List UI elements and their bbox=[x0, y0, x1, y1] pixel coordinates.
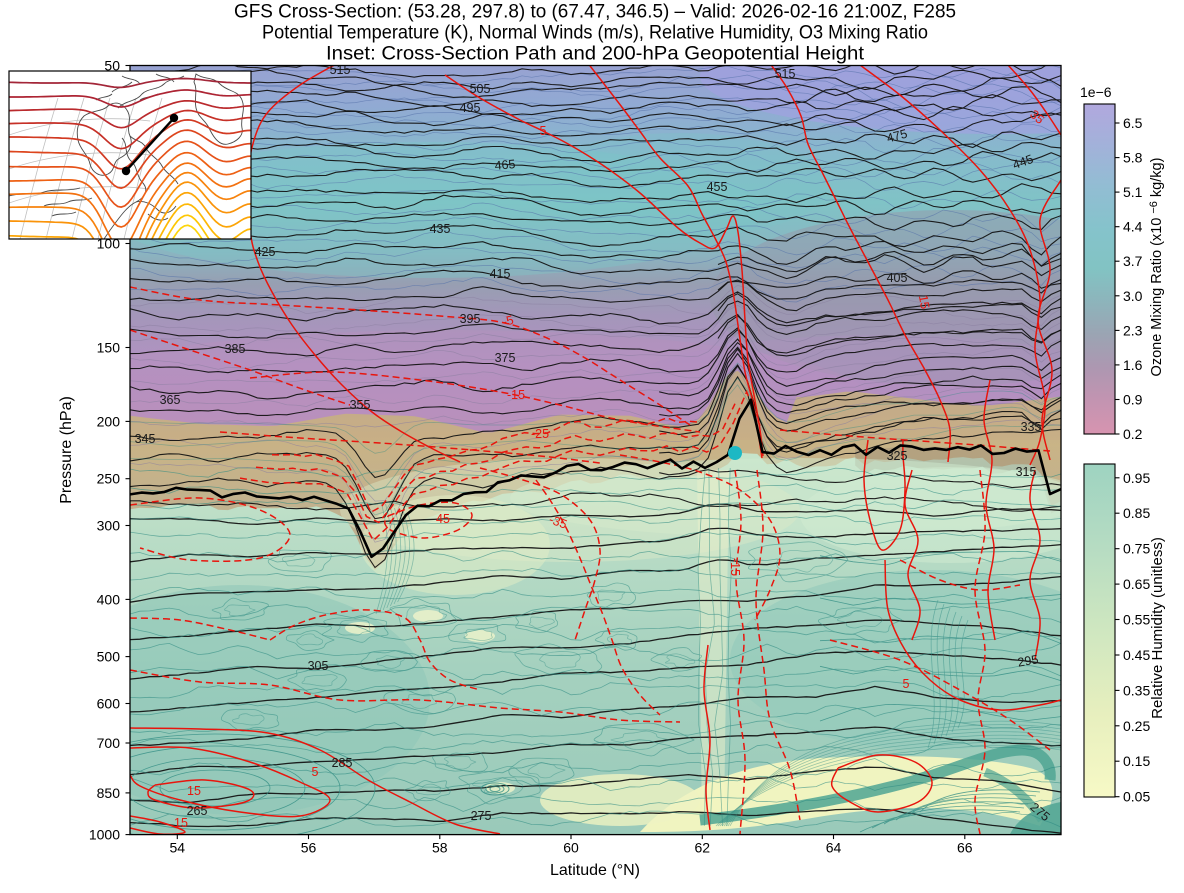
svg-text:66: 66 bbox=[957, 840, 973, 856]
svg-text:150: 150 bbox=[97, 340, 121, 356]
svg-text:445: 445 bbox=[1011, 152, 1035, 172]
svg-text:15: 15 bbox=[916, 294, 932, 310]
svg-text:3.7: 3.7 bbox=[1123, 253, 1143, 269]
svg-text:5: 5 bbox=[540, 124, 547, 138]
svg-text:495: 495 bbox=[460, 101, 481, 115]
svg-text:250: 250 bbox=[97, 471, 121, 487]
svg-text:300: 300 bbox=[97, 518, 121, 534]
svg-text:GFS Cross-Section: (53.28, 297: GFS Cross-Section: (53.28, 297.8) to (67… bbox=[234, 2, 956, 23]
svg-text:3.0: 3.0 bbox=[1123, 288, 1143, 304]
svg-text:850: 850 bbox=[97, 785, 121, 801]
svg-text:435: 435 bbox=[430, 222, 451, 236]
svg-text:700: 700 bbox=[97, 735, 121, 751]
svg-text:515: 515 bbox=[775, 67, 796, 81]
svg-text:60: 60 bbox=[563, 840, 579, 856]
svg-text:0.15: 0.15 bbox=[1123, 753, 1150, 769]
svg-text:285: 285 bbox=[332, 756, 353, 770]
svg-text:0.35: 0.35 bbox=[1123, 682, 1150, 698]
svg-text:0.2: 0.2 bbox=[1123, 426, 1143, 442]
svg-text:345: 345 bbox=[135, 432, 156, 446]
svg-text:275: 275 bbox=[471, 809, 492, 823]
svg-text:0.25: 0.25 bbox=[1123, 718, 1150, 734]
svg-text:0.45: 0.45 bbox=[1123, 647, 1150, 663]
svg-text:15: 15 bbox=[187, 784, 201, 798]
svg-text:1e−6: 1e−6 bbox=[1080, 84, 1112, 100]
svg-text:5.8: 5.8 bbox=[1123, 150, 1143, 166]
svg-text:64: 64 bbox=[826, 840, 842, 856]
svg-text:0.75: 0.75 bbox=[1123, 541, 1150, 557]
svg-text:6.5: 6.5 bbox=[1123, 115, 1143, 131]
svg-text:465: 465 bbox=[494, 157, 516, 173]
svg-text:Inset: Cross-Section Path and: Inset: Cross-Section Path and 200-hPa Ge… bbox=[326, 44, 865, 65]
svg-text:4.4: 4.4 bbox=[1123, 219, 1143, 235]
svg-text:Pressure (hPa): Pressure (hPa) bbox=[58, 396, 75, 504]
svg-text:Ozone Mixing Ratio (x10 −6 kg/: Ozone Mixing Ratio (x10 −6 kg/kg) bbox=[1148, 158, 1165, 377]
svg-text:0.05: 0.05 bbox=[1123, 789, 1150, 805]
svg-text:325: 325 bbox=[887, 449, 908, 463]
svg-text:62: 62 bbox=[695, 840, 711, 856]
svg-text:1000: 1000 bbox=[89, 827, 120, 843]
svg-text:355: 355 bbox=[350, 398, 371, 412]
svg-text:385: 385 bbox=[225, 342, 246, 356]
svg-text:425: 425 bbox=[255, 245, 276, 259]
svg-text:395: 395 bbox=[460, 312, 481, 326]
svg-text:5.1: 5.1 bbox=[1123, 184, 1143, 200]
svg-text:2.3: 2.3 bbox=[1123, 322, 1143, 338]
svg-text:375: 375 bbox=[495, 351, 516, 365]
svg-text:Relative Humidity (unitless): Relative Humidity (unitless) bbox=[1149, 537, 1166, 719]
svg-text:265: 265 bbox=[187, 804, 208, 818]
svg-text:200: 200 bbox=[97, 413, 121, 429]
svg-text:-5: -5 bbox=[501, 313, 515, 329]
svg-text:455: 455 bbox=[707, 180, 728, 194]
svg-text:1.6: 1.6 bbox=[1123, 357, 1143, 373]
svg-text:56: 56 bbox=[301, 840, 317, 856]
svg-text:5: 5 bbox=[312, 765, 319, 779]
svg-text:Latitude (°N): Latitude (°N) bbox=[550, 862, 640, 879]
svg-text:0.65: 0.65 bbox=[1123, 576, 1150, 592]
svg-text:505: 505 bbox=[470, 82, 491, 96]
svg-text:500: 500 bbox=[97, 649, 121, 665]
svg-text:15: 15 bbox=[174, 816, 188, 830]
svg-text:600: 600 bbox=[97, 696, 121, 712]
svg-text:515: 515 bbox=[330, 63, 351, 77]
svg-text:50: 50 bbox=[104, 58, 120, 74]
svg-text:335: 335 bbox=[1021, 420, 1042, 434]
svg-text:54: 54 bbox=[170, 840, 186, 856]
svg-text:365: 365 bbox=[160, 393, 181, 407]
svg-text:-25: -25 bbox=[531, 427, 549, 441]
svg-text:315: 315 bbox=[1016, 465, 1037, 479]
svg-text:0.95: 0.95 bbox=[1123, 470, 1150, 486]
svg-text:305: 305 bbox=[308, 659, 329, 673]
svg-text:0.9: 0.9 bbox=[1123, 392, 1143, 408]
svg-text:-15: -15 bbox=[507, 388, 525, 402]
svg-text:415: 415 bbox=[490, 267, 511, 281]
svg-text:0.55: 0.55 bbox=[1123, 612, 1150, 628]
svg-text:5: 5 bbox=[903, 677, 910, 691]
svg-text:Potential Temperature (K), Nor: Potential Temperature (K), Normal Winds … bbox=[262, 23, 928, 44]
svg-text:58: 58 bbox=[432, 840, 448, 856]
svg-text:0.85: 0.85 bbox=[1123, 505, 1150, 521]
svg-text:-35: -35 bbox=[547, 512, 569, 531]
svg-text:405: 405 bbox=[887, 271, 908, 285]
svg-text:400: 400 bbox=[97, 591, 121, 607]
svg-text:45: 45 bbox=[436, 512, 450, 526]
svg-text:295: 295 bbox=[1017, 652, 1040, 669]
svg-text:475: 475 bbox=[885, 127, 909, 146]
svg-text:-15: -15 bbox=[728, 558, 742, 576]
